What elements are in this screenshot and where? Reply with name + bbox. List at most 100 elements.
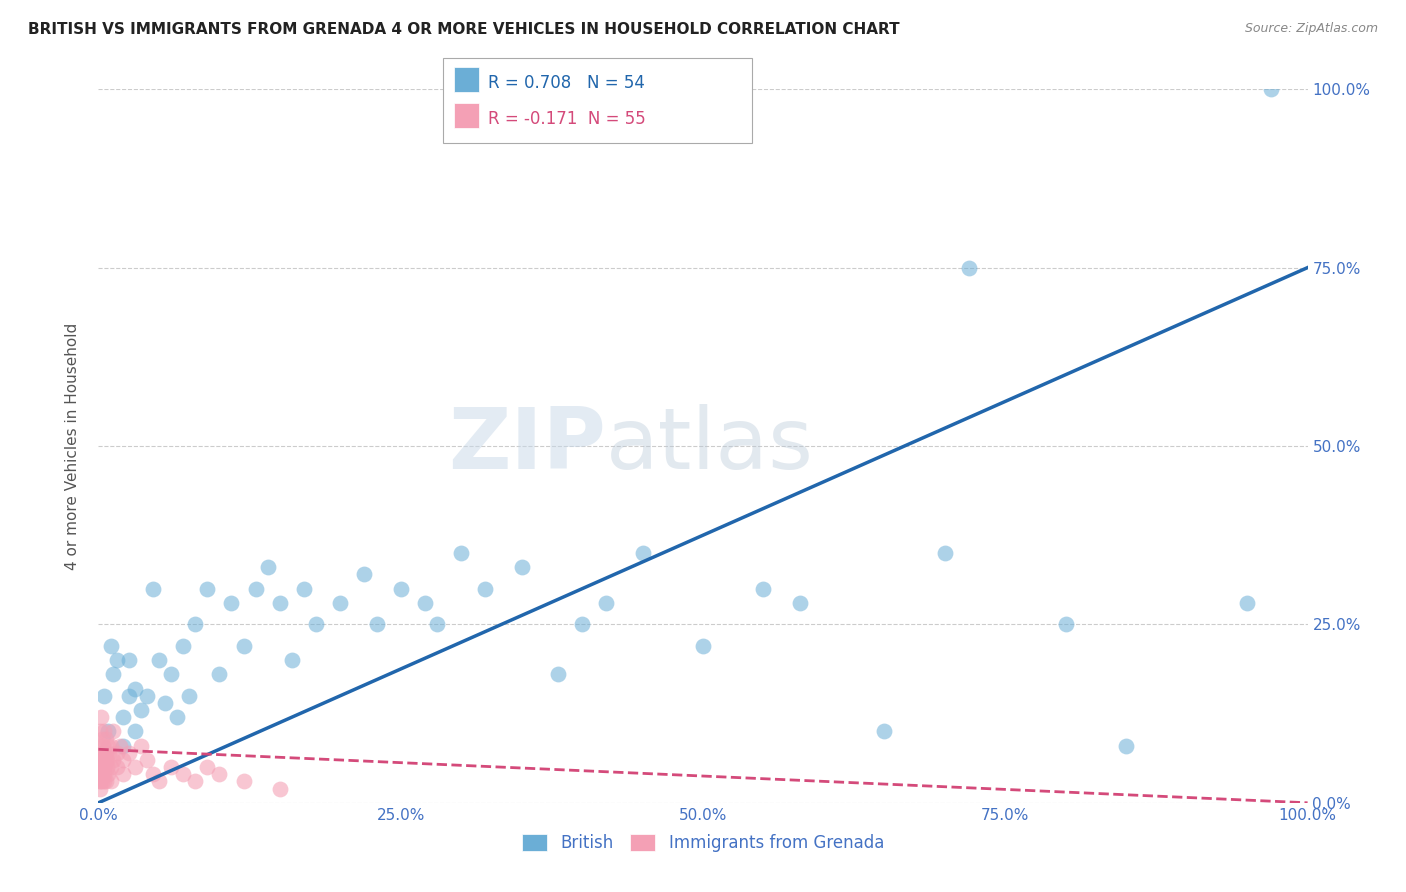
Text: BRITISH VS IMMIGRANTS FROM GRENADA 4 OR MORE VEHICLES IN HOUSEHOLD CORRELATION C: BRITISH VS IMMIGRANTS FROM GRENADA 4 OR … <box>28 22 900 37</box>
Point <box>93 760 115 774</box>
Point <box>94 753 117 767</box>
Point <box>89 774 111 789</box>
Point <box>101 724 124 739</box>
Point <box>111 710 134 724</box>
Point <box>510 560 533 574</box>
Point <box>97 767 120 781</box>
Point <box>105 760 128 774</box>
Point <box>98 746 121 760</box>
Point <box>91 753 114 767</box>
Point <box>184 617 207 632</box>
Point <box>208 767 231 781</box>
Point <box>90 767 112 781</box>
Point <box>124 724 146 739</box>
Point <box>873 724 896 739</box>
Point <box>1115 739 1137 753</box>
Point <box>111 767 134 781</box>
Point <box>97 739 120 753</box>
Point <box>426 617 449 632</box>
Point <box>96 774 118 789</box>
Point <box>148 774 170 789</box>
Point <box>631 546 654 560</box>
Point <box>129 703 152 717</box>
Text: R = -0.171  N = 55: R = -0.171 N = 55 <box>488 110 645 128</box>
Point <box>389 582 412 596</box>
Point <box>934 546 956 560</box>
Point <box>96 753 118 767</box>
Point <box>208 667 231 681</box>
Point <box>232 774 254 789</box>
Point <box>1236 596 1258 610</box>
Point <box>329 596 352 610</box>
Point <box>160 760 183 774</box>
Point <box>957 260 980 275</box>
Point <box>547 667 569 681</box>
Point <box>91 746 114 760</box>
Point <box>93 689 115 703</box>
Point <box>93 724 115 739</box>
Point <box>1054 617 1077 632</box>
Point <box>221 596 243 610</box>
Point <box>269 781 291 796</box>
Text: R = 0.708   N = 54: R = 0.708 N = 54 <box>488 74 645 92</box>
Point <box>305 617 328 632</box>
Point <box>105 746 128 760</box>
Point <box>91 746 114 760</box>
Text: ZIP: ZIP <box>449 404 606 488</box>
Point <box>179 689 201 703</box>
Point <box>100 760 122 774</box>
Point <box>91 731 114 746</box>
Point <box>232 639 254 653</box>
Point <box>89 739 111 753</box>
Point <box>256 560 278 574</box>
Point <box>91 739 114 753</box>
Point <box>87 760 110 774</box>
Point <box>90 710 112 724</box>
Point <box>135 753 157 767</box>
Point <box>124 760 146 774</box>
Point <box>153 696 176 710</box>
Point <box>789 596 811 610</box>
Point <box>93 767 115 781</box>
Point <box>135 689 157 703</box>
Point <box>172 767 194 781</box>
Point <box>195 582 218 596</box>
Point <box>142 582 165 596</box>
Point <box>90 753 112 767</box>
Point <box>100 774 122 789</box>
Point <box>118 746 141 760</box>
Point <box>148 653 170 667</box>
Point <box>692 639 714 653</box>
Point <box>97 724 120 739</box>
Text: Source: ZipAtlas.com: Source: ZipAtlas.com <box>1244 22 1378 36</box>
Point <box>474 582 496 596</box>
Point <box>1260 82 1282 96</box>
Text: atlas: atlas <box>606 404 814 488</box>
Point <box>90 760 112 774</box>
Point <box>353 567 375 582</box>
Point <box>166 710 188 724</box>
Point <box>245 582 267 596</box>
Point <box>100 739 122 753</box>
Point <box>94 731 117 746</box>
Point <box>90 767 112 781</box>
Point <box>100 639 122 653</box>
Point <box>91 753 114 767</box>
Point <box>111 739 134 753</box>
Point <box>108 739 131 753</box>
Point <box>111 753 134 767</box>
Point <box>118 653 141 667</box>
Point <box>91 774 114 789</box>
Point <box>413 596 436 610</box>
Point <box>94 746 117 760</box>
Point <box>142 767 165 781</box>
Point <box>105 653 128 667</box>
Point <box>366 617 388 632</box>
Point <box>172 639 194 653</box>
Point <box>101 667 124 681</box>
Point <box>269 596 291 610</box>
Y-axis label: 4 or more Vehicles in Household: 4 or more Vehicles in Household <box>65 322 80 570</box>
Point <box>184 774 207 789</box>
Point <box>292 582 315 596</box>
Point <box>281 653 304 667</box>
